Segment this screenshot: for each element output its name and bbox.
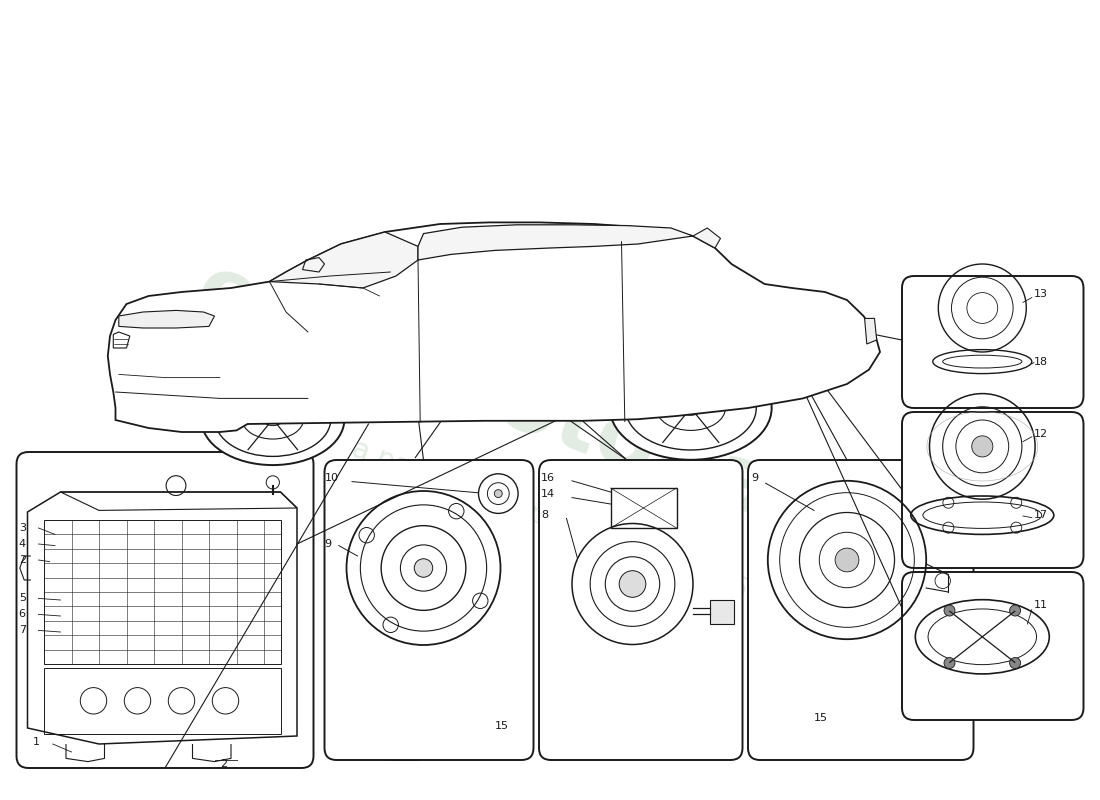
Circle shape [746,298,772,325]
Text: 4: 4 [19,539,25,549]
Polygon shape [108,222,880,432]
FancyBboxPatch shape [902,572,1084,720]
Text: 2: 2 [19,555,25,565]
FancyBboxPatch shape [902,412,1084,568]
Circle shape [372,278,398,305]
Text: 9: 9 [324,539,331,549]
Circle shape [971,436,993,457]
Polygon shape [865,318,877,344]
Text: a passion for parts since 1985: a passion for parts since 1985 [348,435,752,605]
FancyBboxPatch shape [748,460,974,760]
Polygon shape [119,310,214,328]
Text: 2: 2 [220,759,227,769]
Circle shape [494,490,503,498]
Circle shape [944,605,955,616]
Bar [710,600,734,624]
Circle shape [1010,658,1021,669]
Text: 1: 1 [33,738,40,747]
Ellipse shape [609,356,772,460]
FancyBboxPatch shape [324,460,534,760]
Text: 15: 15 [495,722,509,731]
Text: 6: 6 [19,610,25,619]
Text: 16: 16 [541,473,556,482]
Polygon shape [693,228,720,248]
Text: 17: 17 [1034,510,1048,520]
Text: 13: 13 [1034,289,1048,298]
Text: 8: 8 [541,510,548,520]
Text: 15: 15 [814,714,828,723]
Text: 12: 12 [1034,429,1048,438]
Text: 14: 14 [541,490,556,499]
Circle shape [944,658,955,669]
Text: 9: 9 [751,474,758,483]
Text: 11: 11 [1034,600,1048,610]
Circle shape [455,350,491,386]
Circle shape [480,317,510,347]
Text: 18: 18 [1034,357,1048,366]
Text: 3: 3 [19,523,25,533]
Circle shape [619,570,646,598]
Circle shape [415,558,432,578]
Circle shape [1010,605,1021,616]
FancyBboxPatch shape [902,276,1084,408]
Text: euromotoparts: euromotoparts [184,247,916,585]
Ellipse shape [201,374,344,465]
Ellipse shape [263,413,283,426]
FancyBboxPatch shape [539,460,742,760]
Ellipse shape [680,401,702,415]
Bar [610,488,676,528]
Polygon shape [418,225,693,260]
Circle shape [835,548,859,572]
FancyBboxPatch shape [16,452,313,768]
Text: 5: 5 [19,594,25,603]
Polygon shape [270,232,418,288]
Text: 10: 10 [324,474,339,483]
Text: 7: 7 [19,626,25,635]
